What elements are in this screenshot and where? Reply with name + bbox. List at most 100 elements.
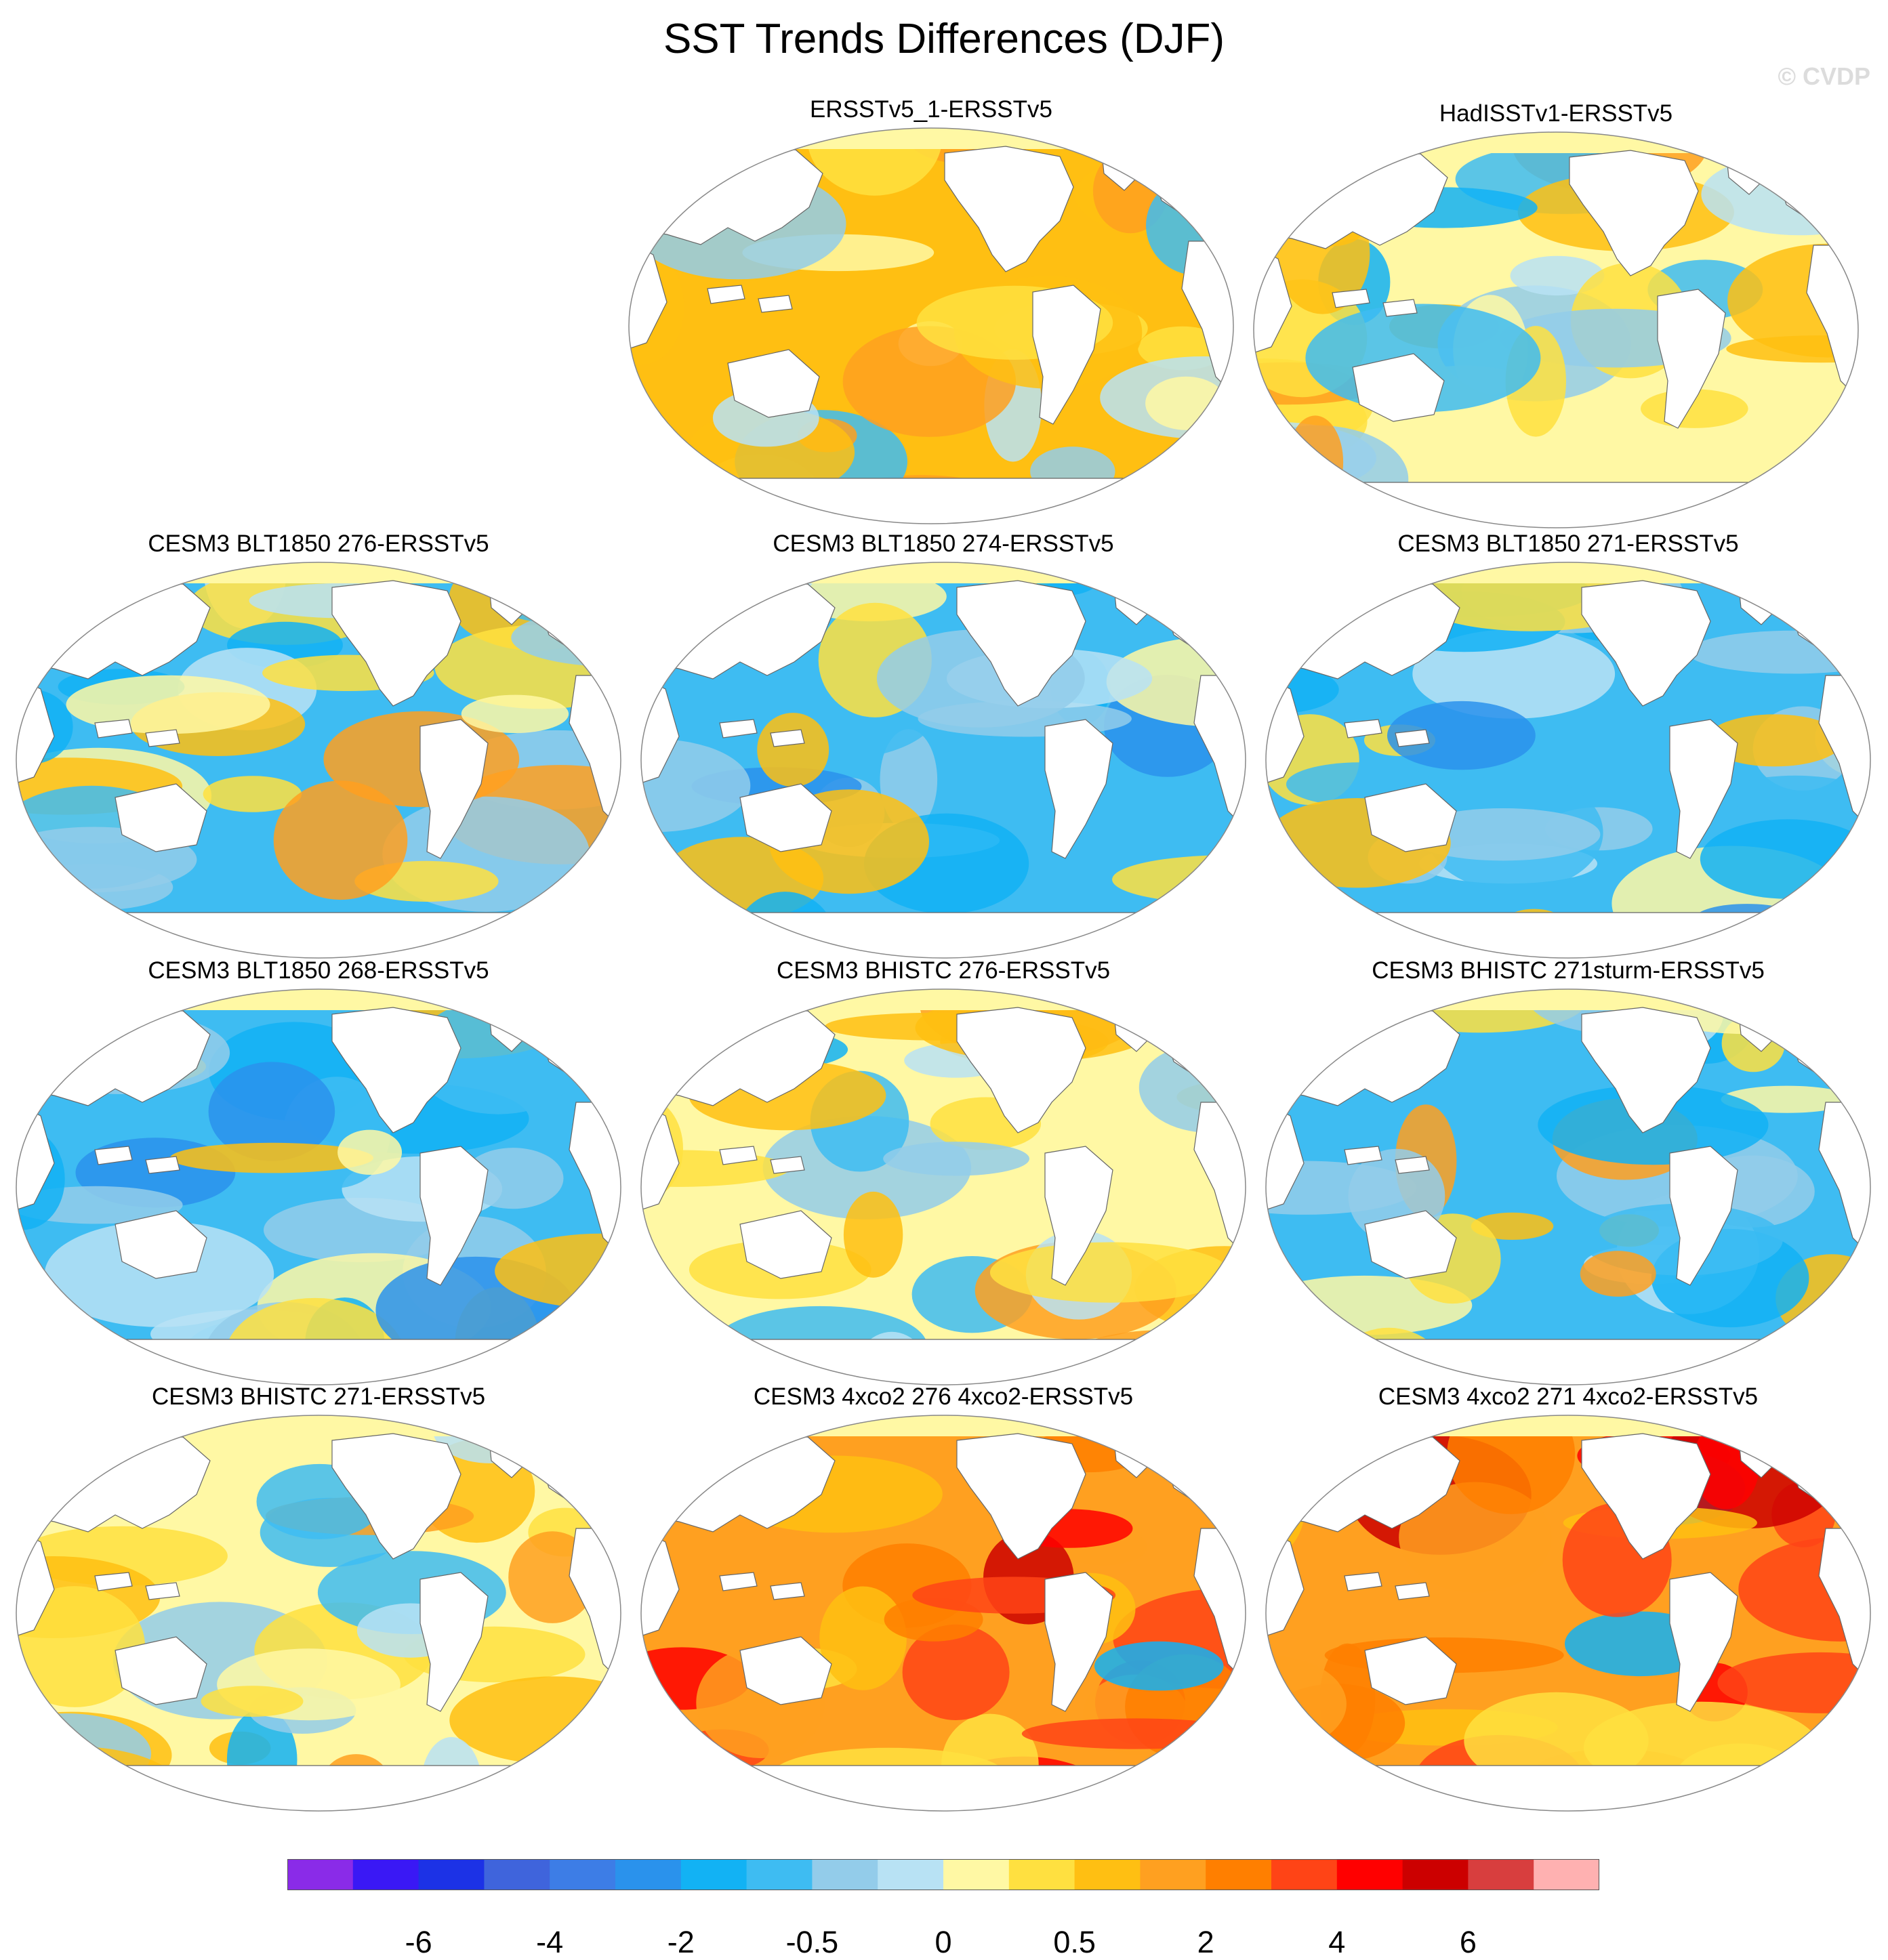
arctic-band — [1254, 132, 1858, 153]
arctic-band — [16, 989, 621, 1010]
land-mass — [1044, 719, 1113, 859]
colorbar-segment — [746, 1859, 813, 1890]
world-map — [640, 988, 1246, 1385]
arctic-band — [1266, 562, 1870, 583]
map-panel-4xco2-271: CESM3 4xco2 271 4xco2-ERSSTv5 — [1256, 1383, 1880, 1817]
land-mass — [1193, 675, 1246, 833]
sst-anomaly-region — [1406, 808, 1601, 861]
land-mass — [1581, 1433, 1711, 1560]
sst-anomaly-region — [641, 739, 751, 833]
sst-anomaly-region — [66, 675, 270, 734]
sst-anomaly-region — [462, 1148, 564, 1209]
colorbar-segment — [1074, 1859, 1141, 1890]
colorbar-segment — [1468, 1859, 1534, 1890]
land-mass — [719, 1572, 758, 1591]
land-mass — [1581, 580, 1711, 707]
map-panel-bhistc-271: CESM3 BHISTC 271-ERSSTv5 — [7, 1383, 630, 1817]
colorbar-tick-label: -2 — [667, 1925, 695, 1959]
sst-anomaly-region — [1266, 916, 1413, 955]
panel-title: CESM3 BLT1850 276-ERSSTv5 — [148, 530, 489, 557]
land-mass — [1395, 1582, 1430, 1600]
arctic-band — [629, 128, 1233, 149]
panel-title: CESM3 4xco2 271 4xco2-ERSSTv5 — [1378, 1383, 1759, 1410]
land-mass — [707, 285, 745, 304]
world-map — [640, 562, 1246, 959]
sst-anomaly-region — [1287, 415, 1344, 509]
land-mass — [719, 1146, 758, 1165]
land-mass — [1581, 1007, 1711, 1133]
sst-anomaly-region — [1145, 376, 1227, 430]
colorbar-segment — [878, 1859, 944, 1890]
map-panel-4xco2-276: CESM3 4xco2 276 4xco2-ERSSTv5 — [632, 1383, 1255, 1817]
land-mass — [115, 1210, 207, 1279]
land-mass — [1193, 1528, 1246, 1686]
colorbar-segment — [418, 1859, 485, 1890]
land-mass — [115, 1636, 207, 1705]
land-mass — [1352, 353, 1445, 422]
panel-title: CESM3 BLT1850 271-ERSSTv5 — [1397, 530, 1739, 557]
map-boundary — [1265, 1415, 1871, 1812]
sst-anomaly-region — [273, 780, 408, 900]
panel-title: CESM3 BLT1850 274-ERSSTv5 — [773, 530, 1114, 557]
land-mass — [1364, 1210, 1457, 1279]
land-mass — [1382, 299, 1418, 317]
sst-anomaly-region — [1094, 1641, 1224, 1691]
land-mass — [145, 1156, 180, 1174]
arctic-band — [641, 989, 1246, 1010]
land-mass — [1395, 1156, 1430, 1174]
land-mass — [944, 146, 1074, 272]
sst-anomaly-region — [757, 713, 829, 787]
sst-anomaly-region — [883, 1142, 1029, 1176]
world-map — [16, 1415, 621, 1812]
land-mass — [1266, 1765, 1870, 1811]
land-mass — [331, 1433, 461, 1560]
map-panel-bhistc-271sturm: CESM3 BHISTC 271sturm-ERSSTv5 — [1256, 957, 1880, 1391]
colorbar-segment — [550, 1859, 616, 1890]
world-map — [628, 127, 1234, 524]
sst-anomaly-region — [843, 1191, 903, 1278]
colorbar-segment — [615, 1859, 682, 1890]
world-map — [16, 988, 621, 1385]
land-mass — [16, 1339, 621, 1385]
land-mass — [1332, 289, 1370, 308]
land-mass — [419, 1572, 489, 1712]
sst-anomaly-region — [1510, 255, 1605, 296]
arctic-band — [1266, 989, 1870, 1010]
land-mass — [956, 1007, 1086, 1133]
world-map — [1265, 562, 1871, 959]
colorbar-segment — [1534, 1859, 1599, 1890]
land-mass — [1344, 719, 1382, 738]
colorbar-tick-label: 0 — [935, 1925, 952, 1959]
world-map — [640, 1415, 1246, 1812]
colorbar-segment — [484, 1859, 550, 1890]
land-mass — [331, 580, 461, 707]
land-mass — [419, 719, 489, 859]
land-mass — [770, 1582, 805, 1600]
land-mass — [1364, 1636, 1457, 1705]
land-mass — [94, 1572, 133, 1591]
sst-anomaly-region — [1180, 895, 1246, 940]
panel-title: ERSSTv5_1-ERSSTv5 — [810, 96, 1052, 123]
cvdp-watermark: © CVDP — [1778, 62, 1870, 90]
land-mass — [1181, 241, 1233, 398]
sst-anomaly-region — [1785, 562, 1870, 605]
colorbar-segment — [1206, 1859, 1272, 1890]
land-mass — [1032, 285, 1101, 425]
colorbar-segment — [287, 1859, 354, 1890]
land-mass — [1364, 783, 1457, 852]
land-mass — [145, 1582, 180, 1600]
colorbar-segment — [1008, 1859, 1075, 1890]
land-mass — [1044, 1572, 1113, 1712]
map-panel-hadisstv1: HadISSTv1-ERSSTv5 — [1244, 100, 1868, 534]
panel-title: CESM3 BLT1850 268-ERSSTv5 — [148, 957, 489, 984]
land-mass — [739, 1636, 832, 1705]
sst-anomaly-region — [1580, 1251, 1656, 1297]
colorbar-tick-label: 0.5 — [1053, 1925, 1096, 1959]
land-mass — [641, 1339, 1246, 1385]
map-panel-ersstv5-1: ERSSTv5_1-ERSSTv5 — [619, 96, 1243, 530]
land-mass — [1657, 289, 1726, 429]
land-mass — [1669, 1146, 1738, 1286]
land-mass — [1254, 482, 1858, 528]
sst-anomaly-region — [1021, 1718, 1246, 1749]
sst-anomaly-region — [902, 1624, 1010, 1720]
